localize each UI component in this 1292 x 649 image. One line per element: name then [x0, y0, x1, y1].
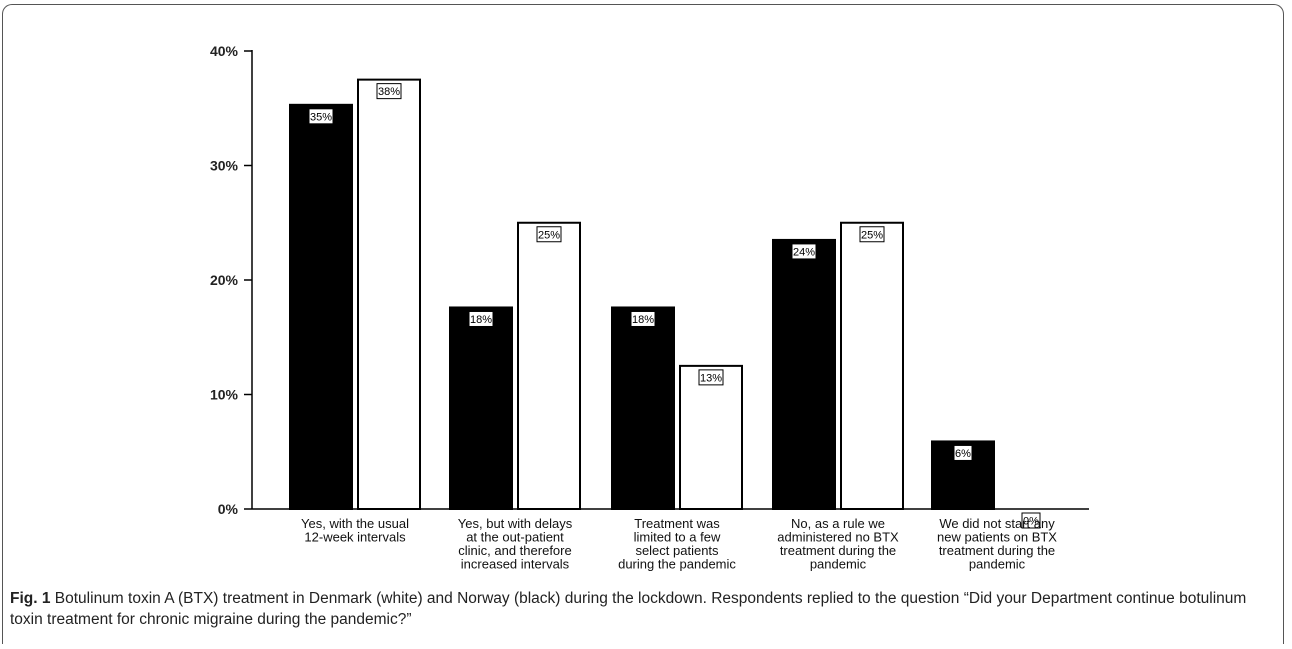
- data-label: 18%: [632, 314, 654, 326]
- data-label-box: [791, 243, 817, 260]
- data-label: 38%: [378, 86, 400, 98]
- x-category-label: Yes, but with delays: [458, 516, 573, 531]
- data-label: 6%: [955, 448, 971, 460]
- data-label-box: [376, 83, 402, 100]
- data-label-box: [1021, 512, 1041, 529]
- x-category-label: Yes, with the usual: [301, 516, 409, 531]
- bar: [611, 306, 675, 511]
- y-tick-label: 20%: [210, 272, 239, 288]
- data-label: 35%: [310, 111, 332, 123]
- y-tick-label: 30%: [210, 158, 239, 174]
- data-label: 0%: [1023, 516, 1039, 528]
- x-category-label: pandemic: [969, 557, 1026, 572]
- x-category-label: increased intervals: [461, 557, 570, 572]
- x-category-label: new patients on BTX: [937, 530, 1057, 545]
- x-category-label: No, as a rule we: [791, 516, 885, 531]
- x-category-label: during the pandemic: [618, 557, 736, 572]
- x-category-label: pandemic: [810, 557, 867, 572]
- figure-frame: [2, 4, 1284, 644]
- x-category-label: treatment during the: [780, 543, 896, 558]
- bar: [772, 238, 836, 511]
- x-category-label: at the out-patient: [466, 530, 564, 545]
- data-label-box: [468, 310, 494, 327]
- bar: [517, 221, 581, 510]
- x-category-label: clinic, and therefore: [458, 543, 571, 558]
- x-category-label: Treatment was: [634, 516, 720, 531]
- data-label: 24%: [793, 246, 815, 258]
- bar: [679, 364, 743, 510]
- data-label-box: [953, 444, 973, 461]
- data-label-box: [308, 108, 334, 125]
- data-label-box: [630, 310, 656, 327]
- figure-label: Fig. 1: [10, 590, 51, 607]
- x-category-label: administered no BTX: [777, 530, 899, 545]
- bar-chart: 0%10%20%30%40%35%38%Yes, with the usual1…: [210, 43, 1089, 572]
- bar: [840, 221, 904, 510]
- y-tick-label: 40%: [210, 43, 239, 59]
- data-label-box: [698, 369, 724, 386]
- caption-text: Botulinum toxin A (BTX) treatment in Den…: [10, 590, 1247, 628]
- figure-caption: Fig. 1 Botulinum toxin A (BTX) treatment…: [10, 588, 1280, 630]
- y-tick-label: 10%: [210, 387, 239, 403]
- data-label: 25%: [538, 229, 560, 241]
- y-tick-label: 0%: [218, 501, 239, 517]
- x-category-label: select patients: [635, 543, 719, 558]
- bar: [357, 78, 421, 510]
- x-category-label: We did not start any: [939, 516, 1055, 531]
- data-label-box: [859, 226, 885, 243]
- x-category-label: 12-week intervals: [304, 530, 406, 545]
- bar: [289, 103, 353, 510]
- data-label: 25%: [861, 229, 883, 241]
- x-category-label: limited to a few: [634, 530, 721, 545]
- bar: [449, 306, 513, 511]
- x-category-label: treatment during the: [939, 543, 1055, 558]
- data-label: 18%: [470, 314, 492, 326]
- data-label: 13%: [700, 372, 722, 384]
- data-label-box: [536, 226, 562, 243]
